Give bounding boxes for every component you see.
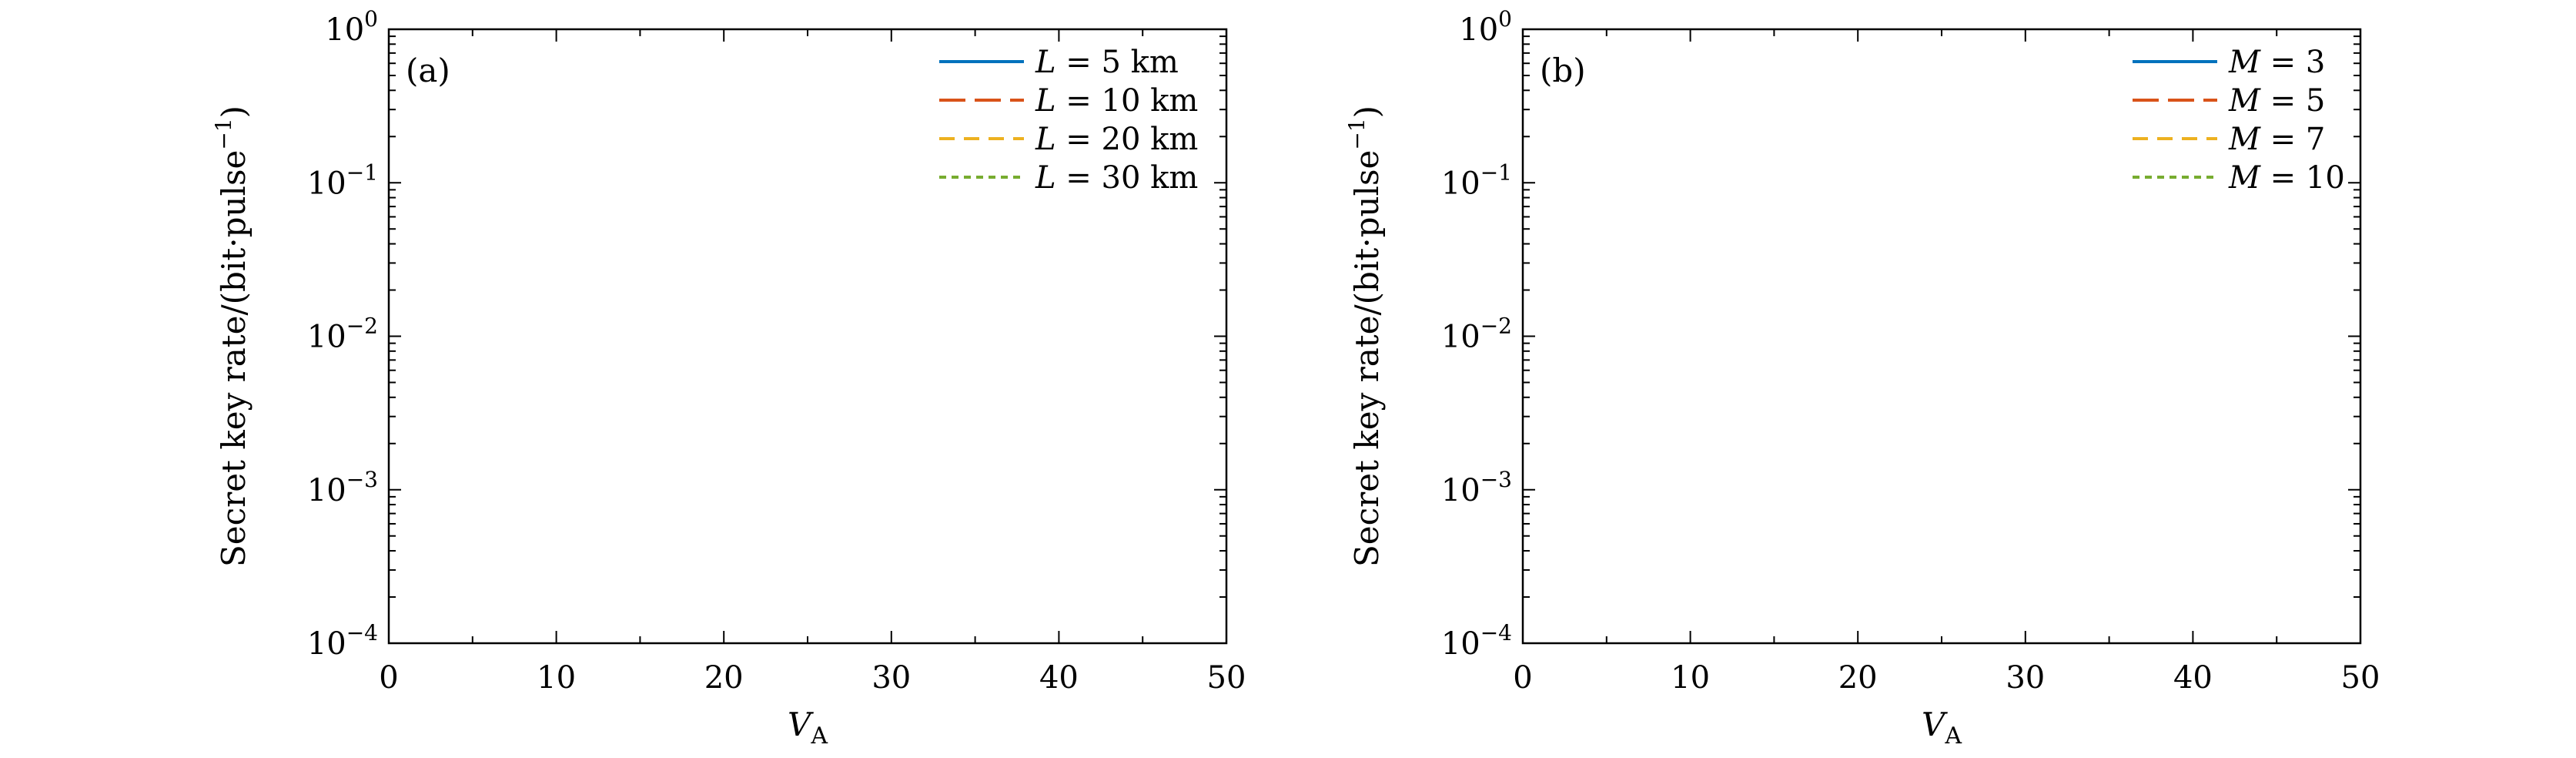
legend-entry-3: L = 20 km	[1035, 122, 1198, 157]
y-tick-label: 100	[1459, 6, 1512, 48]
panel-label: (a)	[406, 52, 450, 89]
y-tick-label: 10−2	[307, 314, 378, 355]
panel-label: (b)	[1540, 52, 1586, 89]
y-tick-label: 10−2	[1441, 314, 1512, 355]
chart-panel-b: 0 10 20 30 40 50 10−4 10−3 10−2 10−1 100 VA Secret k…	[1344, 6, 2380, 750]
y-tick-label: 10−1	[1441, 159, 1512, 201]
y-tick-label: 10−3	[1441, 467, 1512, 508]
x-tick-label: 10	[1671, 660, 1710, 696]
legend-entry-1: L = 5 km	[1035, 45, 1179, 80]
legend-entry-3: M = 7	[2228, 122, 2325, 157]
legend-entry-2: L = 10 km	[1035, 83, 1198, 119]
x-tick-label: 40	[1039, 660, 1079, 696]
chart-panel-a: 0 10 20 30 40 50 10−4 10−3 10−2 10−1 100 VA Secret k…	[211, 6, 1246, 750]
legend-entry-1: M = 3	[2228, 45, 2325, 80]
y-tick-label: 100	[325, 6, 378, 48]
x-tick-label: 30	[871, 660, 911, 696]
x-tick-label: 50	[1207, 660, 1246, 696]
legend-entry-2: M = 5	[2228, 83, 2325, 119]
legend-entry-4: M = 10	[2228, 160, 2345, 196]
x-tick-label: 40	[2173, 660, 2213, 696]
x-tick-label: 20	[704, 660, 744, 696]
x-tick-label: 0	[1513, 660, 1532, 696]
x-axis-title: VA	[788, 706, 828, 750]
x-tick-label: 10	[537, 660, 576, 696]
x-tick-label: 20	[1838, 660, 1878, 696]
y-axis-title: Secret key rate/(bit·pulse−1)	[211, 106, 253, 567]
y-tick-label: 10−4	[307, 620, 378, 662]
y-axis-title: Secret key rate/(bit·pulse−1)	[1344, 106, 1386, 567]
legend-entry-4: L = 30 km	[1035, 160, 1198, 196]
x-tick-label: 50	[2341, 660, 2380, 696]
x-axis-title: VA	[1922, 706, 1962, 750]
y-tick-label: 10−1	[307, 159, 378, 201]
x-tick-label: 30	[2006, 660, 2045, 696]
y-tick-label: 10−4	[1441, 620, 1512, 662]
x-tick-label: 0	[379, 660, 398, 696]
y-tick-label: 10−3	[307, 467, 378, 508]
